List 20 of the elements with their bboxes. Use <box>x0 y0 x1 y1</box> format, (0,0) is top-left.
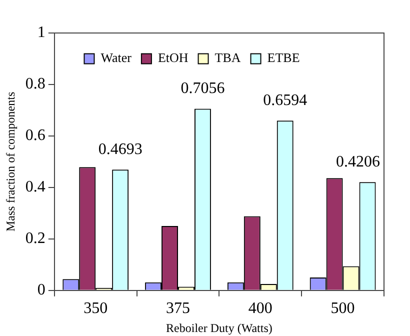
y-axis-title: Mass fraction of components <box>3 92 18 232</box>
y-tick-label: 0 <box>37 282 46 299</box>
y-tick-label: 0.6 <box>25 127 46 144</box>
y-tick-label: 0.2 <box>25 230 46 248</box>
data-label: 0.7056 <box>180 80 225 97</box>
data-label: 0.6594 <box>263 92 308 109</box>
y-tick-label: 0.4 <box>25 178 46 196</box>
x-tick-label: 500 <box>330 300 355 318</box>
x-axis-title: Reboiler Duty (Watts) <box>166 320 272 335</box>
y-tick-label: 1 <box>37 24 46 42</box>
legend-label: ETBE <box>267 50 300 66</box>
x-tick-label: 375 <box>166 300 190 318</box>
y-tick-label: 0.8 <box>25 76 46 93</box>
data-label: 0.4206 <box>336 153 380 170</box>
x-tick-label: 400 <box>248 300 272 318</box>
x-tick-label: 350 <box>84 300 108 318</box>
data-label: 0.4693 <box>98 140 142 158</box>
legend-label: Water <box>100 50 132 66</box>
legend-label: EtOH <box>158 50 188 66</box>
legend-label: TBA <box>214 50 242 66</box>
